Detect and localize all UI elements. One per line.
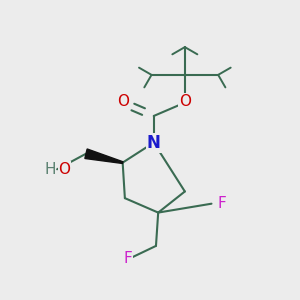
Polygon shape [85,149,123,164]
Text: O: O [58,162,70,177]
Text: H: H [44,162,56,177]
Text: N: N [147,134,161,152]
Text: F: F [124,250,133,266]
Text: O: O [117,94,129,109]
Text: F: F [217,196,226,211]
Text: O: O [179,94,191,109]
